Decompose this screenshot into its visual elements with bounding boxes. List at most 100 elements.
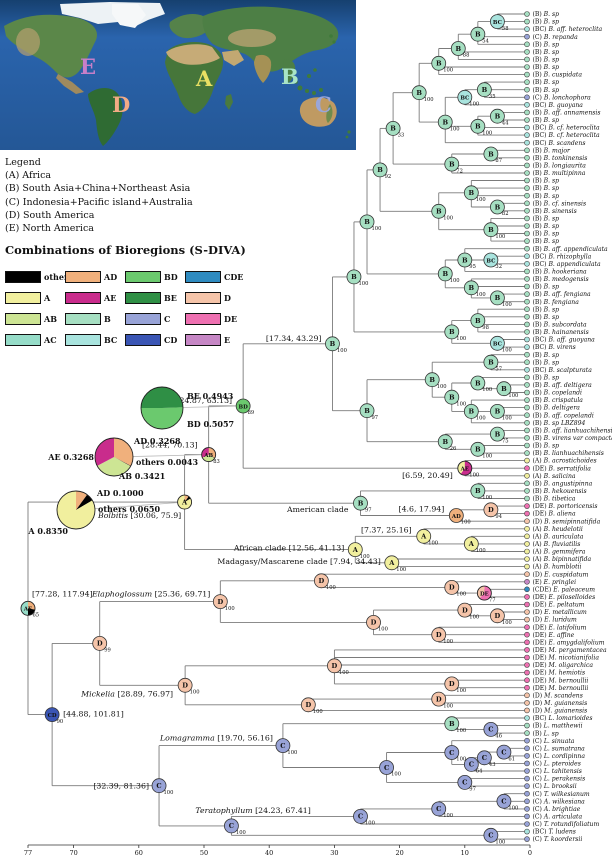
tip-label: (DE) E. peltatum: [533, 602, 585, 609]
pie-outline: [56, 490, 96, 530]
tip-dot: [524, 442, 530, 449]
tip-label: (DE) M. bernoullii: [533, 677, 589, 684]
node-circle: [483, 252, 499, 268]
node-circle: [224, 818, 239, 834]
bioregion-swatch: [125, 270, 161, 283]
tip-dot: [524, 790, 530, 797]
node-state-letter: C: [462, 779, 467, 787]
tip-label: (BC) L. lomarioides: [533, 715, 593, 722]
node-state-letter: B: [469, 189, 475, 197]
node-circle: [347, 542, 363, 557]
node-circle: [470, 118, 486, 134]
pie-value-label: AD 0.3268: [133, 436, 181, 446]
tip-label: (B) B. sp: [533, 64, 560, 71]
node-state-letter: B: [449, 394, 455, 402]
support-value: 100: [450, 126, 460, 132]
clade-label: Elaphoglossum [25.36, 69.71]: [91, 590, 210, 599]
node-state-letter: C: [436, 805, 441, 813]
bioregion-swatch: [185, 333, 221, 346]
tip-label: (B) B. sp: [533, 19, 560, 26]
tip-label: (A) B. gemmifera: [533, 549, 586, 556]
tip-label: (B) B. sp: [533, 314, 560, 321]
support-value: 100: [482, 454, 492, 460]
clade-label: [44.88, 101.81]: [63, 710, 124, 719]
node-state-letter: B: [475, 123, 481, 131]
node-state-letter: B: [488, 226, 494, 234]
node-circle: [431, 801, 447, 817]
node-state-letter: B: [377, 166, 383, 174]
tip-label: (B) B. sp: [533, 41, 560, 48]
support-value: 100: [495, 234, 505, 240]
tip-dot: [524, 230, 530, 237]
node-state-letter: B: [475, 379, 481, 387]
pie-slice-AE: [460, 461, 472, 476]
continent-europe: [169, 14, 209, 39]
support-value: 97: [469, 787, 476, 793]
tip-label: (BC) B. rhizophylla: [533, 253, 592, 260]
support-value: 100: [365, 821, 375, 827]
tip-label: (C) L. cordipinna: [533, 753, 586, 760]
node-state-letter: C: [501, 798, 506, 806]
bioregion-label: AC: [44, 334, 57, 345]
bioregion-swatch: [65, 312, 101, 325]
bioregion-swatch: [185, 270, 221, 283]
map-region-letter-A: A: [195, 66, 213, 91]
tip-label: (C) A. brightiae: [533, 806, 581, 813]
axis-tick-label: 50: [200, 849, 208, 857]
bioregion-entry-AD: AD: [65, 266, 125, 287]
tip-dot: [524, 389, 530, 396]
node-circle: [359, 403, 375, 419]
tip-dot: [524, 480, 530, 487]
tip-label: (B) B. sp: [533, 87, 560, 94]
tip-dot: [524, 760, 530, 767]
tip-label: (C) T. wilkesianum: [533, 791, 590, 798]
tips: (B) B. sp(B) B. sp(BC) B. aff. heterocli…: [524, 11, 612, 843]
tip-label: (DE) M. pergamentacea: [533, 647, 608, 654]
pie-slice-DE: [479, 586, 492, 601]
tip-label: (B) B. sinensis: [533, 208, 577, 215]
tip-label: (BC) B. guoyana: [533, 102, 584, 109]
node-circle: [463, 403, 479, 419]
pie-value-label: AD 0.1000: [96, 488, 144, 498]
axis-tick-label: 0: [528, 849, 532, 857]
tip-dot: [524, 783, 530, 789]
tip-dot: [524, 692, 530, 699]
clade-label: American clade: [286, 505, 349, 514]
tip-dot: [524, 624, 530, 631]
map-region-letters: A BC DE: [80, 54, 332, 117]
node-state-letter: B: [469, 408, 475, 416]
tip-label: (B) B. hookeriana: [533, 269, 588, 276]
tip-dot: [524, 329, 530, 335]
bioregion-entry-DE: DE: [185, 308, 247, 329]
tip-label: (B) B. multipinna: [533, 170, 586, 177]
node-state-letter: B: [436, 208, 442, 216]
support-value: 100: [372, 226, 382, 232]
tip-dot: [524, 223, 530, 229]
node-circle: [313, 573, 329, 589]
support-value: 100: [456, 336, 466, 342]
node-state-letter: B: [455, 45, 461, 53]
bioregion-entry-D: D: [185, 287, 247, 308]
tip-label: (B) B. major: [533, 147, 571, 154]
bioregion-label: AD: [104, 271, 118, 282]
node-state-letter: B: [390, 125, 396, 133]
node-circle: [325, 336, 340, 352]
tip-label: (B) B. sp: [533, 375, 560, 382]
support-value: 100: [456, 688, 466, 694]
node-circle: [177, 677, 193, 693]
support-value: 100: [508, 393, 518, 399]
node-circle: [385, 120, 401, 136]
tip-dot: [524, 556, 530, 562]
support-value: 100: [287, 750, 297, 756]
tip-label: (BC) B. aff. guoyana: [533, 337, 596, 344]
tip-label: (DE) E. piloselloides: [533, 594, 596, 601]
pie-slice-others: [114, 457, 131, 467]
tip-dot: [524, 503, 530, 509]
support-value: 100: [450, 278, 460, 284]
node-circle: [235, 398, 251, 414]
tip-dot: [524, 745, 530, 752]
tip-label: (C) L. sumatrana: [533, 745, 586, 752]
pie-slice-others: [208, 454, 215, 459]
tip-dot: [524, 700, 530, 706]
tip-label: (B) B. sp: [533, 443, 560, 450]
